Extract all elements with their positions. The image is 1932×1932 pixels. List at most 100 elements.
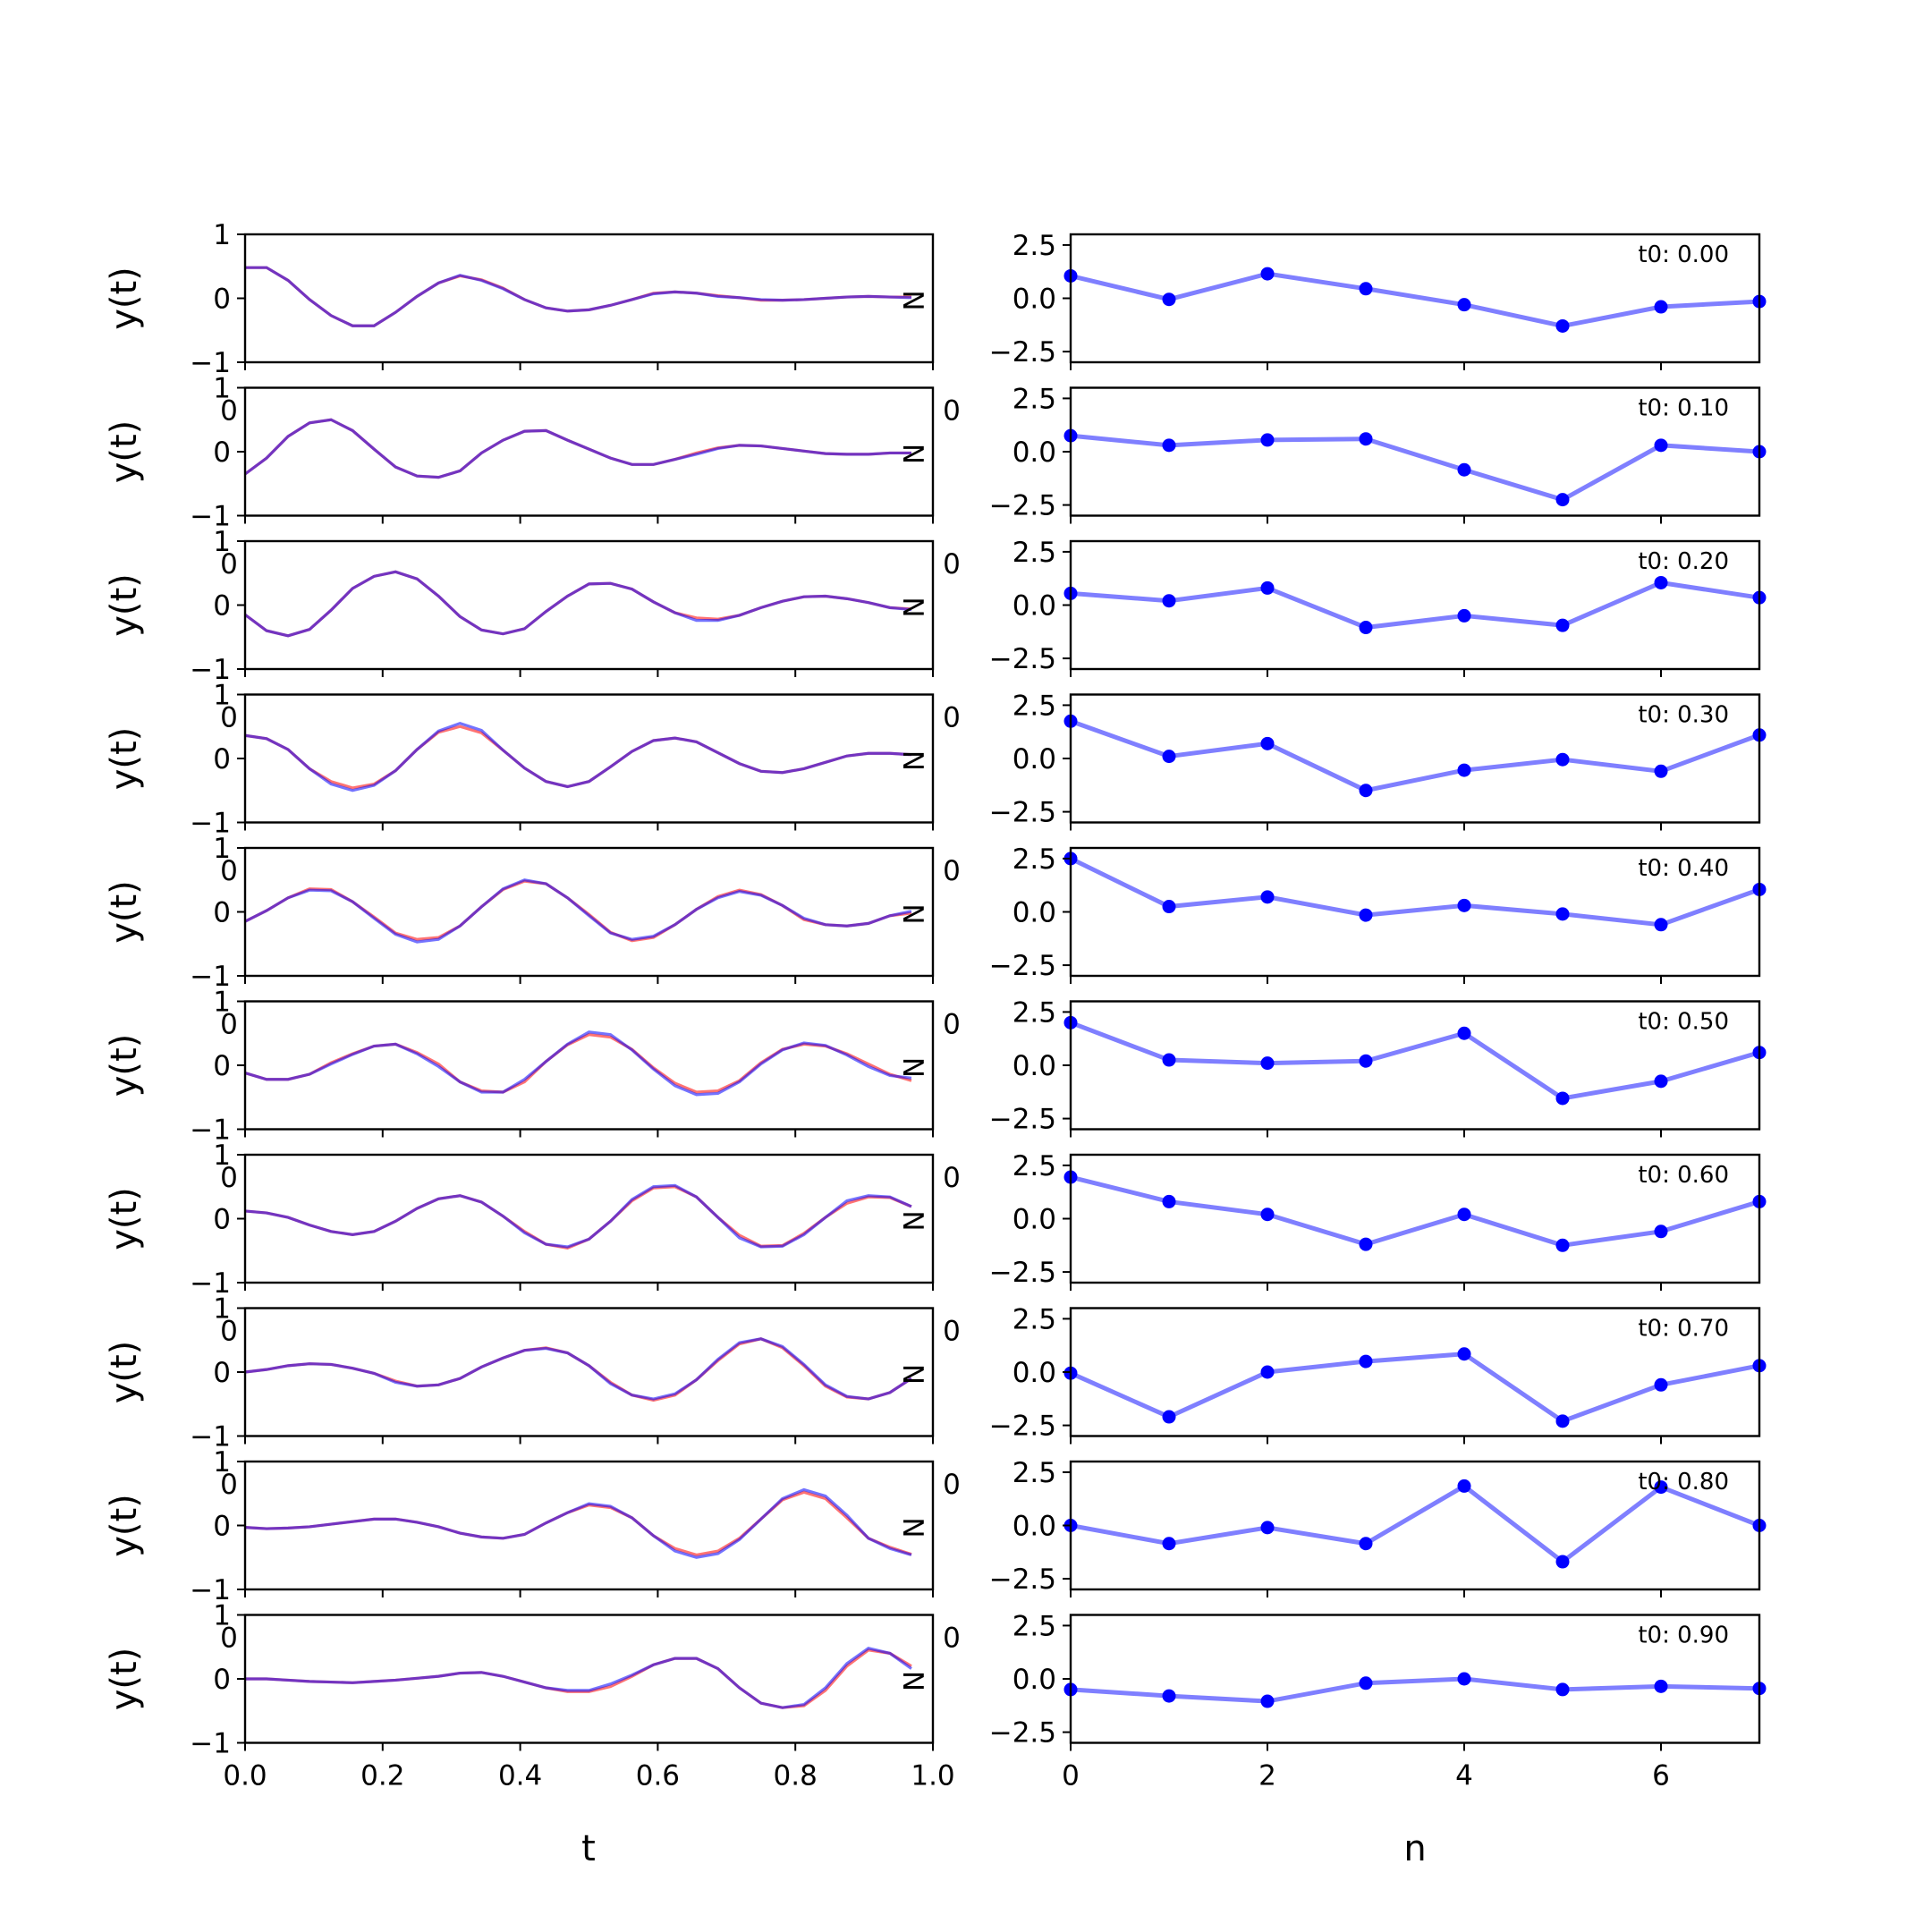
coefficient-point [1260, 1056, 1275, 1071]
y-tick-label: 1 [213, 373, 231, 405]
y-tick-label: 0 [213, 743, 231, 775]
coefficient-point [1555, 618, 1570, 632]
y-tick-label: 1 [213, 680, 231, 712]
stray-n-label: N [896, 290, 928, 310]
y-tick-label: 0.0 [1013, 436, 1056, 469]
x-tick-label: 0 [1062, 1760, 1080, 1792]
y-tick-label: −2.5 [989, 1563, 1056, 1596]
stray-zero-label: 0 [220, 1009, 238, 1041]
coefficient-point [1260, 890, 1275, 904]
coefficient-point [1654, 300, 1668, 314]
stray-n-label: N [896, 597, 928, 617]
predicted-signal-line [244, 878, 912, 944]
stray-n-label: N [896, 1517, 928, 1538]
predicted-signal-line [244, 1183, 912, 1249]
predicted-signal-line [244, 1337, 912, 1401]
coefficient-point [1359, 1676, 1373, 1690]
coefficient-point [1555, 1091, 1570, 1106]
y-tick-label: −1 [190, 347, 231, 379]
y-tick-label: −2.5 [989, 1104, 1056, 1136]
coefficient-point [1359, 908, 1373, 922]
coefficient-point [1555, 1414, 1570, 1428]
right-panel-5: 2.5 0.0 −2.5 t0: 0.50 [989, 996, 1767, 1138]
coefficient-point [1654, 764, 1668, 778]
stray-zero-label: 0 [943, 702, 961, 734]
coefficient-point [1457, 1026, 1471, 1040]
coefficient-point [1654, 1377, 1668, 1392]
t0-annotation: t0: 0.80 [1638, 1469, 1729, 1496]
t0-annotation: t0: 0.10 [1638, 395, 1729, 422]
coefficient-point [1162, 1194, 1176, 1208]
coefficient-point [1555, 1555, 1570, 1569]
x-tick-label: 0.6 [636, 1760, 680, 1792]
y-tick-label: −2.5 [989, 1717, 1056, 1750]
coefficient-point [1359, 1537, 1373, 1551]
left-column-plots: 10−1y(t) N10−1y(t) N0 010−1y(t) N0 010−1y(t) N… [104, 219, 961, 1792]
y-tick-label: 0 [213, 590, 231, 623]
coefficient-point [1457, 763, 1471, 777]
stray-zero-label: 0 [220, 702, 238, 734]
x-tick-label: 0.8 [774, 1760, 818, 1792]
y-tick-label: 2.5 [1013, 1150, 1056, 1182]
coefficient-point [1654, 1224, 1668, 1239]
right-panel-9: 2.5 0.0 −2.50 2 4 6 t0: 0.90 [989, 1610, 1767, 1792]
left-panel-0: 1 0 −1 y(t) N [104, 219, 935, 379]
coefficient-point [1654, 1074, 1668, 1089]
coefficient-line [1070, 433, 1760, 503]
t0-annotation: t0: 0.00 [1638, 242, 1729, 268]
left-panel-4: 10−1y(t) N0 0 [104, 833, 961, 993]
coefficient-point [1260, 1694, 1275, 1708]
y-tick-label: 0.0 [1013, 1664, 1056, 1696]
left-panel-3: 10−1y(t) N0 0 [104, 680, 961, 840]
y-tick-label: −2.5 [989, 336, 1056, 369]
coefficient-point [1162, 594, 1176, 608]
coefficient-point [1359, 432, 1373, 446]
right-panel-1: 2.5 0.0 −2.5 t0: 0.10 [989, 383, 1767, 524]
stray-zero-label: 0 [220, 1623, 238, 1655]
y-tick-label: −1 [190, 501, 231, 533]
coefficient-point [1555, 493, 1570, 507]
stray-zero-label: 0 [943, 548, 961, 580]
stray-zero-label: 0 [220, 1162, 238, 1194]
y-tick-label: 1 [213, 1600, 231, 1632]
left-panel-7: 10−1y(t) N0 0 [104, 1293, 961, 1453]
t0-annotation: t0: 0.40 [1638, 855, 1729, 882]
coefficient-point [1162, 750, 1176, 764]
coefficient-point [1260, 267, 1275, 281]
stray-n-label: N [896, 903, 928, 924]
y-axis-label: y(t) [104, 1494, 145, 1557]
y-tick-label: 2.5 [1013, 1610, 1056, 1642]
coefficient-point [1457, 462, 1471, 477]
right-panel-0: 2.5 0.0 −2.5 t0: 0.00 [989, 230, 1767, 370]
predicted-signal-line [244, 418, 911, 479]
stray-zero-label: 0 [943, 1316, 961, 1348]
y-tick-label: 0 [213, 1511, 231, 1543]
coefficient-point [1457, 298, 1471, 312]
coefficient-point [1654, 918, 1668, 932]
x-tick-label: 4 [1455, 1760, 1473, 1792]
stray-n-label: N [896, 444, 928, 464]
y-tick-label: 2.5 [1013, 230, 1056, 262]
y-tick-label: 0 [213, 897, 231, 929]
coefficient-point [1555, 907, 1570, 921]
x-tick-label: 6 [1652, 1760, 1670, 1792]
y-tick-label: 2.5 [1013, 383, 1056, 415]
coefficient-point [1162, 438, 1176, 453]
left-panel-5: 10−1y(t) N0 0 [104, 987, 961, 1147]
stray-zero-label: 0 [220, 395, 238, 428]
t0-annotation: t0: 0.20 [1638, 548, 1729, 575]
y-tick-label: 2.5 [1013, 1457, 1056, 1489]
coefficient-line [1069, 1352, 1760, 1424]
coefficient-line [1069, 856, 1760, 928]
y-tick-label: 2.5 [1013, 690, 1056, 722]
stray-zero-label: 0 [943, 1469, 961, 1501]
y-tick-label: −1 [190, 1267, 231, 1300]
coefficient-point [1359, 1237, 1373, 1251]
coefficient-point [1260, 1208, 1275, 1222]
coefficient-point [1162, 900, 1176, 914]
y-tick-label: 0 [213, 436, 231, 469]
y-axis-label: y(t) [104, 1187, 145, 1250]
left-panel-1: 10−1y(t) N0 0 [104, 373, 961, 533]
